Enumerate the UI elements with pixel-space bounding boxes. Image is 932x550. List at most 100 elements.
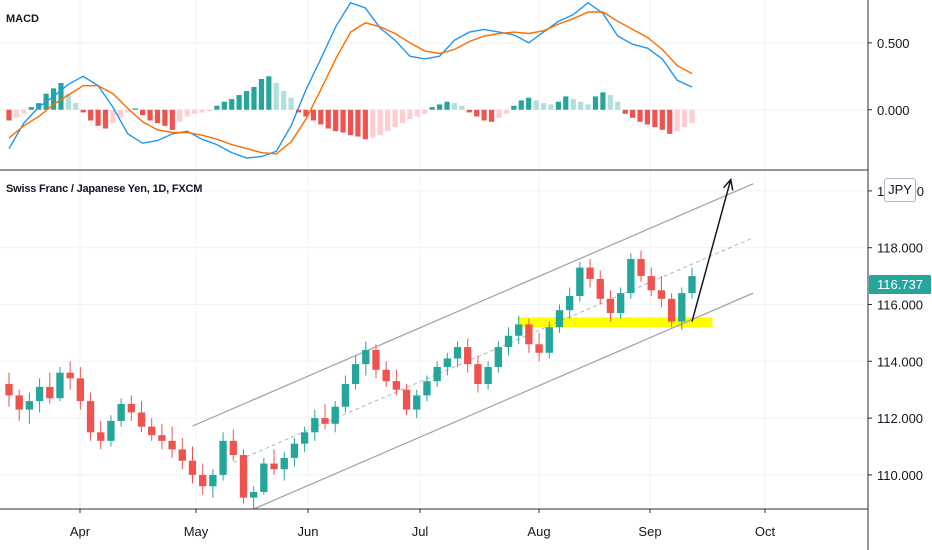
candle <box>107 415 115 447</box>
candle <box>178 437 186 470</box>
candle-body <box>127 403 135 413</box>
candle-body <box>137 412 146 427</box>
histogram-bar <box>273 82 279 110</box>
histogram-bar <box>392 109 398 128</box>
candle <box>647 267 655 296</box>
histogram-bar <box>615 101 621 110</box>
histogram-bar <box>540 103 547 110</box>
histogram-bar <box>243 91 250 110</box>
time-tick-label: Sep <box>638 524 661 539</box>
candle-body <box>158 435 166 441</box>
candle-body <box>280 457 288 470</box>
candle <box>555 304 564 333</box>
candle-body <box>535 344 543 353</box>
histogram-bar <box>689 109 695 124</box>
candle <box>199 463 207 495</box>
time-tick-label: Aug <box>527 524 550 539</box>
candle <box>667 293 676 328</box>
candle <box>219 432 227 481</box>
candle <box>168 426 176 458</box>
histogram-bar <box>681 109 688 128</box>
candle <box>15 389 23 421</box>
candle-body <box>688 276 696 294</box>
histogram-bar <box>310 109 316 121</box>
macd-price-axis[interactable]: 0.500 0.000 <box>868 36 910 118</box>
histogram-bar <box>58 82 64 110</box>
candle-body <box>392 381 401 390</box>
candle <box>596 270 604 305</box>
candle-body <box>239 455 248 498</box>
support-zone <box>518 317 713 328</box>
symbol-title[interactable]: Swiss Franc / Japanese Yen, 1D, FXCM <box>6 183 203 195</box>
candle <box>433 361 441 387</box>
candle <box>117 398 125 427</box>
candle-body <box>627 259 635 294</box>
candle-body <box>260 463 268 492</box>
candle <box>515 315 523 345</box>
histogram-bar <box>169 109 175 130</box>
histogram-bar <box>644 109 651 125</box>
candle <box>321 403 329 430</box>
candle-body <box>433 366 441 382</box>
time-tick-label: Jun <box>298 524 319 539</box>
time-tick-label: Apr <box>70 524 91 539</box>
time-axis[interactable]: Apr May Jun Jul Aug Sep Oct <box>70 509 776 539</box>
candle <box>25 392 34 424</box>
candle-body <box>443 358 452 367</box>
candle <box>270 449 278 475</box>
candle <box>97 420 105 450</box>
candle-body <box>188 460 197 475</box>
histogram-bar <box>95 109 101 126</box>
price-tick-label: 112.000 <box>877 411 923 426</box>
candle <box>413 389 421 419</box>
histogram-bar <box>436 104 443 110</box>
histogram-bar <box>281 91 287 110</box>
histogram-bar <box>503 109 510 114</box>
histogram-bar <box>21 109 27 114</box>
histogram-bar <box>50 88 57 110</box>
candle-body <box>56 372 64 399</box>
candle-body <box>219 440 227 475</box>
currency-badge[interactable]: JPY <box>884 178 916 202</box>
candle-body <box>586 267 594 279</box>
candle <box>504 327 513 356</box>
histogram-bar <box>199 109 205 113</box>
histogram-bar <box>295 109 302 113</box>
last-price-background <box>869 275 931 294</box>
histogram-bar <box>555 101 561 110</box>
histogram-bar <box>110 109 116 124</box>
candle-body <box>402 389 411 410</box>
candle-body <box>678 293 686 322</box>
candle <box>423 375 431 402</box>
candle-body <box>504 335 513 348</box>
histogram-bar <box>451 103 458 110</box>
histogram-bar <box>102 109 109 129</box>
histogram-bar <box>488 109 495 122</box>
candle-body <box>86 401 95 433</box>
histogram-bar <box>630 109 636 118</box>
histogram-bar <box>154 109 161 124</box>
histogram-bar <box>13 109 20 118</box>
histogram-bar <box>288 97 294 110</box>
candle-body <box>464 347 472 365</box>
macd-tick-label: 0.000 <box>877 103 910 118</box>
histogram-bar <box>347 109 354 136</box>
last-price-marker: 116.737 <box>869 275 931 294</box>
candle <box>209 469 217 498</box>
histogram-bar <box>147 109 153 121</box>
channel-upper-line <box>192 183 754 427</box>
histogram-bar <box>221 101 227 110</box>
candle-body <box>474 364 482 385</box>
candle-body <box>351 364 360 385</box>
histogram-bar <box>6 109 12 121</box>
histogram-bar <box>637 109 643 122</box>
candle-body <box>576 267 584 296</box>
candle-body <box>290 443 299 458</box>
candle <box>351 355 360 390</box>
histogram-bar <box>318 109 324 125</box>
histogram-bar <box>258 78 265 110</box>
candle <box>148 418 156 441</box>
signal-line <box>8 11 693 155</box>
histogram-bar <box>592 96 599 110</box>
